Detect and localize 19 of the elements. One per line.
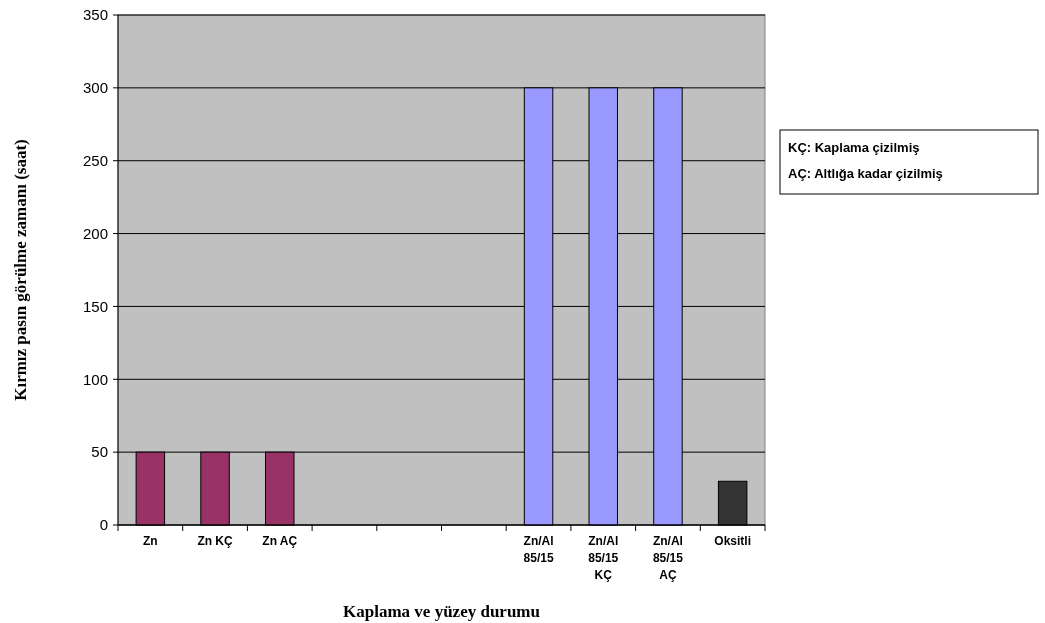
y-tick-label: 250 xyxy=(82,151,108,169)
x-axis-title: Kaplama ve yüzey durumu xyxy=(343,602,540,621)
x-tick-label: Zn/Al 85/15 KÇ xyxy=(588,534,619,582)
y-axis-title: Kırmız pasın görülme zamanı (saat) xyxy=(11,139,30,401)
x-tick-label: Oksitli xyxy=(714,534,751,548)
y-tick-label: 100 xyxy=(82,370,108,388)
y-tick-label: 200 xyxy=(82,224,108,242)
x-tick-label: Zn xyxy=(143,534,158,548)
y-tick-label: 150 xyxy=(82,297,108,315)
text: AÇ: Altlığa kadar çizilmiş xyxy=(788,166,943,181)
x-tick-label: Zn/Al 85/15 xyxy=(523,534,554,565)
x-tick-label: Zn KÇ xyxy=(197,534,234,548)
y-tick-label: 0 xyxy=(99,516,108,534)
y-tick-label: 50 xyxy=(91,443,108,461)
text: KÇ: Kaplama çizilmiş xyxy=(788,140,920,155)
y-tick-label: 350 xyxy=(82,6,108,24)
y-tick-label: 300 xyxy=(82,79,108,97)
x-tick-label: Zn AÇ xyxy=(262,534,298,548)
x-tick-label: Zn/Al 85/15 AÇ xyxy=(652,534,684,582)
